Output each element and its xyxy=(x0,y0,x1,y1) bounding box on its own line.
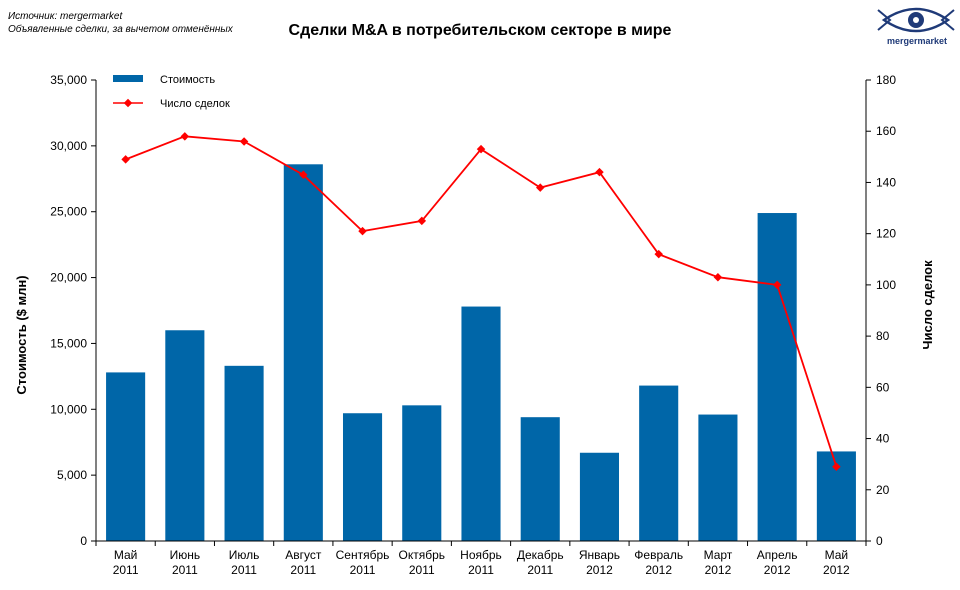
y-tick-label: 15,000 xyxy=(50,336,87,350)
x-tick-year: 2011 xyxy=(113,563,139,577)
x-tick-month: Июль xyxy=(229,548,260,562)
bar xyxy=(757,213,797,541)
bar xyxy=(165,330,205,541)
x-tick-label: Сентябрь 2011 xyxy=(336,548,390,577)
x-tick-year: 2011 xyxy=(527,563,553,577)
bar xyxy=(224,365,264,541)
deal-count-point xyxy=(595,167,604,177)
bar xyxy=(283,164,323,541)
x-tick-label: Январь 2012 xyxy=(579,548,620,577)
y2-tick-label: 180 xyxy=(876,73,896,87)
y-tick-label: 35,000 xyxy=(50,73,87,87)
y-axis-title: Стоимость ($ млн) xyxy=(14,275,29,394)
deal-count-point xyxy=(180,132,190,141)
x-tick-year: 2011 xyxy=(231,563,257,577)
x-tick-label: Май 2012 xyxy=(823,548,850,577)
y2-tick-label: 160 xyxy=(876,124,896,138)
y-tick-label: 30,000 xyxy=(50,139,87,153)
x-tick-year: 2012 xyxy=(586,563,613,577)
bar xyxy=(402,405,442,541)
y2-tick-label: 80 xyxy=(876,329,890,343)
logo-text: mergermarket xyxy=(886,36,948,46)
x-tick-year: 2011 xyxy=(172,563,198,577)
y2-tick-label: 60 xyxy=(876,380,890,394)
bars-layer xyxy=(106,164,856,541)
deal-count-point xyxy=(536,183,545,192)
source-line: Источник: mergermarket xyxy=(8,11,123,22)
bar xyxy=(639,385,679,541)
x-tick-month: Сентябрь xyxy=(336,548,390,562)
line-layer xyxy=(121,132,841,471)
bar xyxy=(698,414,738,541)
deal-count-point xyxy=(239,137,249,146)
legend-line-label: Число сделок xyxy=(160,98,230,110)
bar xyxy=(106,372,146,541)
x-tick-month: Июнь xyxy=(170,548,201,562)
axes-layer xyxy=(95,80,867,542)
y-tick-label: 25,000 xyxy=(50,205,87,219)
bar xyxy=(579,452,620,541)
y-tick-label: 0 xyxy=(80,534,87,548)
bar xyxy=(520,417,560,541)
x-tick-month: Май xyxy=(114,548,138,562)
x-tick-month: Май xyxy=(825,548,849,562)
legend-line-marker xyxy=(123,98,133,108)
x-tick-label: Март 2012 xyxy=(704,548,733,577)
deal-count-point xyxy=(121,155,130,164)
x-tick-year: 2012 xyxy=(645,563,672,577)
x-tick-year: 2011 xyxy=(290,563,316,577)
x-tick-year: 2011 xyxy=(409,563,435,577)
x-tick-label: Декабрь 2011 xyxy=(517,548,564,577)
y2-tick-label: 140 xyxy=(876,175,896,189)
x-tick-year: 2012 xyxy=(823,563,850,577)
legend-bar-swatch xyxy=(113,75,143,82)
x-tick-month: Декабрь xyxy=(517,548,564,562)
y2-tick-label: 0 xyxy=(876,534,883,548)
y2-tick-label: 100 xyxy=(876,278,896,292)
y-tick-label: 10,000 xyxy=(50,402,87,416)
eye-logo-icon xyxy=(876,4,956,50)
legend-bar-label: Стоимость xyxy=(160,74,215,86)
x-tick-label: Ноябрь 2011 xyxy=(460,548,502,577)
x-tick-month: Ноябрь xyxy=(460,548,502,562)
x-tick-month: Август xyxy=(285,548,322,562)
deal-count-point xyxy=(713,272,723,282)
x-tick-label: Август 2011 xyxy=(285,548,322,577)
deal-count-point xyxy=(299,170,308,180)
y-tick-label: 20,000 xyxy=(50,271,87,285)
chart-title: Сделки M&A в потребительском секторе в м… xyxy=(288,22,672,39)
x-tick-year: 2011 xyxy=(350,563,376,577)
y2-tick-label: 120 xyxy=(876,227,896,241)
source-subtitle: Объявленные сделки, за вычетом отменённы… xyxy=(8,24,233,35)
x-tick-year: 2012 xyxy=(705,563,732,577)
x-tick-label: Май 2011 xyxy=(113,548,139,577)
legend: Стоимость Число сделок xyxy=(113,74,230,110)
x-tick-year: 2012 xyxy=(764,563,791,577)
x-tick-label: Апрель 2012 xyxy=(757,548,798,577)
x-tick-label: Февраль 2012 xyxy=(634,548,683,577)
y2-tick-label: 40 xyxy=(876,432,890,446)
bar xyxy=(461,306,501,541)
source-note: Источник: mergermarket Объявленные сделк… xyxy=(8,10,233,36)
y-tick-label: 5,000 xyxy=(57,468,87,482)
y2-axis-title: Число сделок xyxy=(920,260,935,350)
x-tick-month: Январь xyxy=(579,548,620,562)
x-tick-month: Март xyxy=(704,548,733,562)
x-tick-month: Февраль xyxy=(634,548,683,562)
ticks-layer: 0 5,000 10,000 15,000 20,000 25,000 30,000 35,0… xyxy=(50,73,896,577)
y2-tick-label: 20 xyxy=(876,483,890,497)
deal-count-point xyxy=(476,144,486,154)
x-tick-label: Июль 2011 xyxy=(229,548,260,577)
x-tick-year: 2011 xyxy=(468,563,494,577)
bar xyxy=(342,413,383,541)
x-tick-label: Октябрь 2011 xyxy=(399,548,446,577)
x-tick-month: Апрель xyxy=(757,548,798,562)
x-tick-label: Июнь 2011 xyxy=(170,548,201,577)
x-tick-month: Октябрь xyxy=(399,548,446,562)
